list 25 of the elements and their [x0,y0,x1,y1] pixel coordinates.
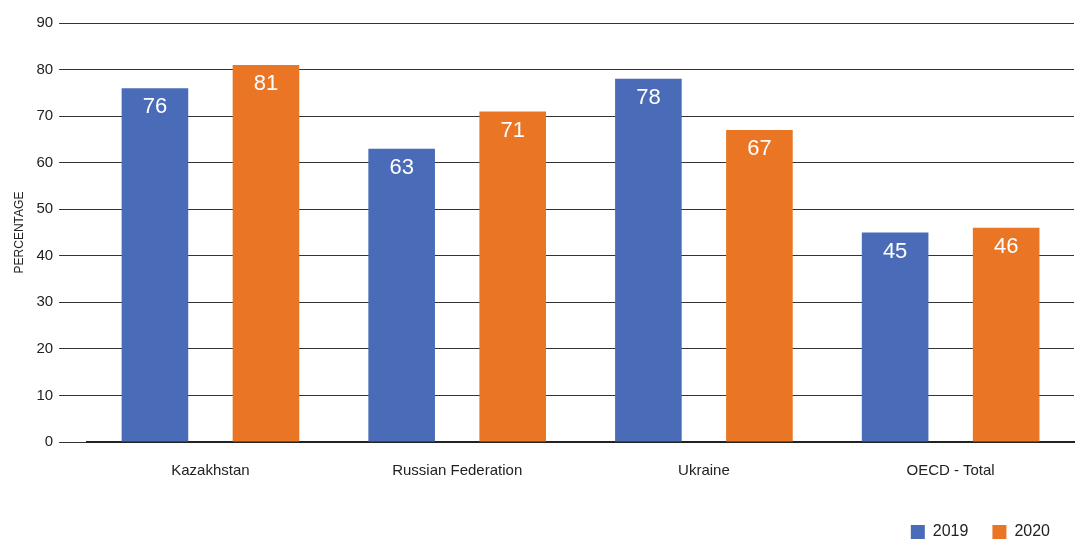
y-tick-label: 20 [36,339,54,357]
y-tick-label: 70 [36,106,54,124]
y-tick-label: 10 [36,385,54,403]
x-tick-label: Kazakhstan [171,461,250,479]
legend-label: 2020 [1014,522,1051,540]
data-label: 45 [882,237,908,263]
data-label: 63 [389,153,414,179]
data-label: 76 [142,93,168,119]
data-label: 67 [747,135,772,161]
y-tick-label: 30 [36,292,54,310]
legend-label: 2019 [932,522,969,540]
x-tick-label: Ukraine [678,461,730,479]
y-tick-label: 90 [36,13,54,31]
y-tick-label: 40 [36,245,54,263]
data-label: 78 [636,83,661,109]
y-tick-label: 60 [36,152,54,170]
x-tick-label: OECD - Total [906,461,995,479]
y-axis-title: PERCENTAGE [11,191,26,274]
y-tick-label: 50 [36,199,54,217]
y-tick-label: 80 [36,59,54,77]
data-label: 46 [993,232,1019,258]
x-tick-label: Russian Federation [392,461,523,479]
data-label: 71 [500,116,525,142]
data-label: 81 [253,69,279,95]
y-tick-label: 0 [44,432,54,450]
